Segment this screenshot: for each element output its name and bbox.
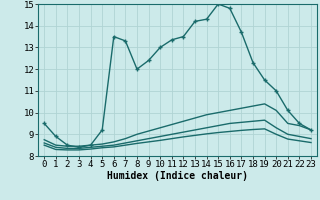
X-axis label: Humidex (Indice chaleur): Humidex (Indice chaleur) [107, 171, 248, 181]
